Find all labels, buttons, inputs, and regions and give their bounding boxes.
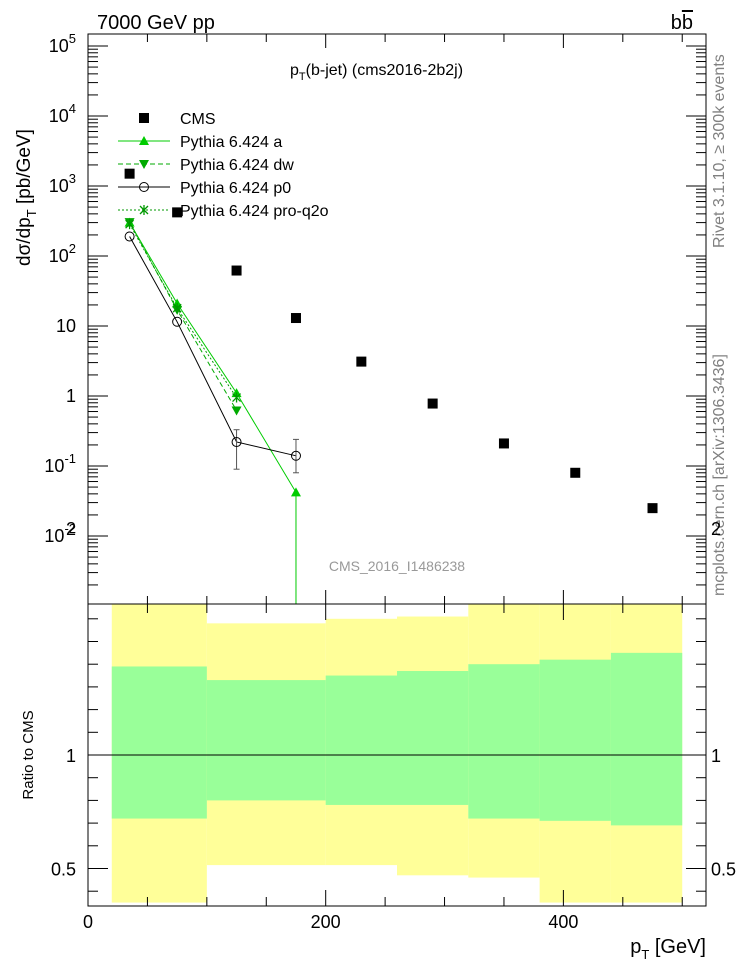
main-ticks — [87, 34, 706, 604]
ratio-y-tick-label: 1 — [66, 746, 76, 766]
ratio-band-bin — [539, 659, 611, 821]
legend-item: Pythia 6.424 pro-q2o — [118, 203, 329, 220]
watermark: CMS_2016_I1486238 — [329, 558, 465, 574]
ratio-y-tick-label: 0.5 — [51, 860, 76, 880]
ratio-band-bin — [206, 680, 326, 801]
ratio-labels: 0.5 0.5 1 1 2 2 0 200 400 — [51, 519, 736, 932]
y-tick-label: 10 — [56, 316, 76, 336]
legend-label: Pythia 6.424 dw — [180, 157, 294, 174]
ratio-xlabel: pT [GeV] — [630, 936, 706, 962]
series-0 — [124, 168, 658, 514]
data-point — [172, 316, 183, 327]
y-tick-label: 102 — [49, 241, 76, 266]
ratio-panel: 0.5 0.5 1 1 2 2 0 200 400 Ratio to CMS pT [GeV] — [20, 519, 736, 962]
data-point — [290, 313, 301, 324]
ratio-ticks — [87, 604, 706, 906]
data-point — [570, 467, 581, 478]
rivet-label: Rivet 3.1.10, ≥ 300k events — [711, 54, 728, 248]
data-point — [139, 113, 149, 123]
ratio-band-bin — [610, 652, 683, 826]
data-point — [231, 265, 242, 276]
data-point — [290, 450, 301, 461]
y-tick-label: 105 — [49, 31, 76, 56]
legend-item: Pythia 6.424 a — [118, 134, 282, 151]
data-point — [231, 437, 242, 448]
series-line — [129, 236, 297, 457]
ratio-band-bin — [397, 671, 469, 805]
y-tick-label: 104 — [49, 101, 76, 126]
ratio-ylabel: Ratio to CMS — [20, 710, 37, 799]
series-3 — [124, 231, 301, 474]
data-point — [427, 398, 438, 409]
main-series — [124, 168, 658, 604]
x-tick-label: 200 — [311, 912, 341, 932]
ratio-y-tick-label-right: 0.5 — [711, 860, 736, 880]
data-point — [232, 392, 242, 403]
y-tick-label: 1 — [66, 386, 76, 406]
ratio-y-tick-label: 2 — [66, 519, 76, 539]
data-point — [498, 438, 509, 449]
y-tick-label: 10-1 — [44, 451, 76, 476]
ratio-y-tick-label-right: 2 — [711, 519, 721, 539]
ratio-band-bin — [325, 675, 397, 805]
data-point — [139, 136, 149, 145]
legend-label: Pythia 6.424 a — [180, 134, 282, 151]
data-point — [172, 207, 183, 218]
series-2 — [124, 218, 242, 416]
data-point — [139, 205, 149, 215]
legend-item: CMS — [139, 111, 216, 128]
y-tick-label: 103 — [49, 171, 76, 196]
energy-label: 7000 GeV pp — [97, 12, 215, 34]
process-label: bb — [671, 12, 693, 34]
data-point — [139, 182, 149, 192]
mcplots-label: mcplots.cern.ch [arXiv:1306.3436] — [711, 354, 728, 596]
x-tick-label: 400 — [548, 912, 578, 932]
data-point — [172, 303, 182, 314]
series-line — [129, 222, 297, 493]
ratio-bands — [111, 604, 683, 903]
data-point — [124, 168, 135, 179]
series-4 — [125, 219, 242, 403]
data-point — [231, 406, 242, 416]
legend-label: CMS — [180, 111, 216, 128]
data-point — [124, 231, 135, 242]
legend: CMS Pythia 6.424 a Pythia 6.424 dw Pythia 6… — [118, 111, 329, 220]
ratio-band-bin — [111, 666, 207, 819]
legend-item: Pythia 6.424 p0 — [118, 180, 291, 197]
data-point — [356, 356, 367, 367]
x-tick-label: 0 — [83, 912, 93, 932]
legend-item: Pythia 6.424 dw — [118, 157, 294, 174]
main-ylabel: dσ/dpT [pb/GeV] — [14, 129, 39, 266]
ratio-band-bin — [468, 664, 540, 819]
data-point — [125, 219, 135, 230]
data-point — [647, 503, 658, 514]
legend-label: Pythia 6.424 pro-q2o — [180, 203, 329, 220]
legend-label: Pythia 6.424 p0 — [180, 180, 291, 197]
ratio-y-tick-label-right: 1 — [711, 746, 721, 766]
data-point — [290, 487, 301, 497]
plot-title: pT(b-jet) (cms2016-2b2j) — [290, 62, 463, 83]
data-point — [139, 160, 149, 169]
